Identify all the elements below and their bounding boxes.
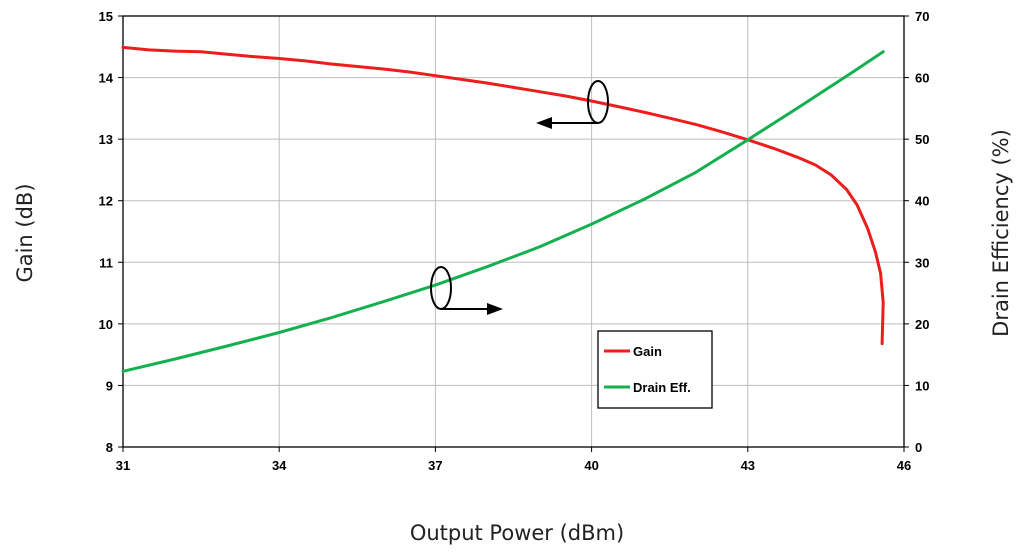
y-right-tick-label: 30 <box>915 255 929 270</box>
gain-annotation-arrowhead <box>536 117 552 129</box>
legend-label-gain: Gain <box>633 344 662 359</box>
y-right-tick-label: 20 <box>915 317 929 332</box>
y-left-tick-label: 8 <box>106 440 113 455</box>
y-left-tick-label: 12 <box>99 194 113 209</box>
gain-axis-annotation <box>536 80 609 129</box>
x-tick-label: 43 <box>741 458 755 473</box>
legend-box <box>597 330 713 409</box>
x-tick-label: 40 <box>584 458 598 473</box>
y-left-tick-label: 10 <box>99 317 113 332</box>
y-right-tick-label: 0 <box>915 440 922 455</box>
y-axis-right-title: Drain Efficiency (%) <box>989 129 1013 337</box>
y-left-tick-label: 14 <box>99 71 114 86</box>
efficiency-axis-annotation <box>430 266 503 315</box>
efficiency-annotation-arrowhead <box>487 303 503 315</box>
y-left-tick-label: 9 <box>106 378 113 393</box>
y-left-tick-label: 13 <box>99 132 113 147</box>
y-left-tick-label: 11 <box>99 255 113 270</box>
y-right-tick-label: 70 <box>915 9 929 24</box>
grid <box>123 16 904 447</box>
y-right-tick-label: 10 <box>915 378 929 393</box>
series-line-drain-eff <box>121 50 885 373</box>
legend-label-drain-eff: Drain Eff. <box>633 380 691 395</box>
legend: Gain Drain Eff. <box>597 330 713 409</box>
x-tick-label: 46 <box>897 458 911 473</box>
y-right-tick-label: 60 <box>915 71 929 86</box>
x-tick-label: 37 <box>428 458 442 473</box>
y-axis-left-title: Gain (dB) <box>13 183 37 282</box>
plot-frame <box>122 15 905 448</box>
x-tick-label: 34 <box>272 458 287 473</box>
x-axis-title: Output Power (dBm) <box>410 521 624 545</box>
y-left-tick-label: 15 <box>99 9 113 24</box>
ticks: 8 9 10 11 12 13 14 15 0 10 20 30 40 50 60 70 31 34 37 40 43 4… <box>99 9 930 473</box>
plot-area <box>123 16 904 447</box>
series-line-gain <box>121 45 885 346</box>
x-tick-label: 31 <box>116 458 130 473</box>
y-right-tick-label: 50 <box>915 132 929 147</box>
series-group <box>121 45 885 373</box>
y-right-tick-label: 40 <box>915 194 929 209</box>
